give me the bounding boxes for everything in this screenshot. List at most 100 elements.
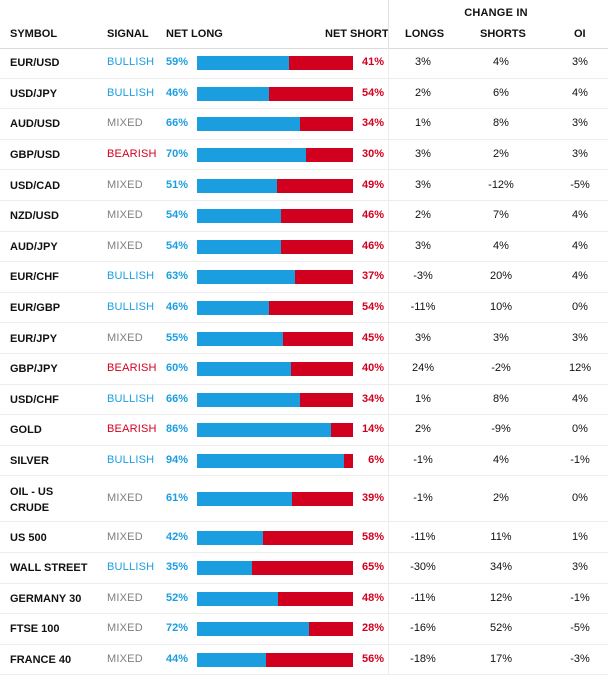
table-row[interactable]: USD/JPY BULLISH 46% 54% 2% 6% 4% (0, 78, 608, 110)
net-short-column-header[interactable]: NET SHORT (325, 28, 389, 40)
column-divider (388, 170, 389, 200)
table-row[interactable]: AUD/JPY MIXED 54% 46% 3% 4% 4% (0, 231, 608, 263)
symbol-cell[interactable]: FRANCE 40 (10, 653, 72, 666)
net-short-value: 45% (361, 331, 384, 344)
sentiment-bar (197, 423, 353, 438)
net-long-column-header[interactable]: NET LONG (166, 28, 223, 40)
longs-change-value: 2% (415, 86, 431, 99)
net-long-bar-fill (197, 392, 300, 407)
table-row[interactable]: US 500 MIXED 42% 58% -11% 11% 1% (0, 522, 608, 553)
signal-cell: BULLISH (107, 454, 155, 467)
symbol-cell[interactable]: GERMANY 30 (10, 592, 82, 605)
net-long-value: 44% (166, 652, 189, 665)
column-divider (388, 48, 389, 78)
table-row[interactable]: GERMANY 30 MIXED 52% 48% -11% 12% -1% (0, 583, 608, 615)
column-divider (388, 109, 389, 139)
table-row[interactable]: GBP/USD BEARISH 70% 30% 3% 2% 3% (0, 139, 608, 171)
symbol-cell[interactable]: USD/JPY (10, 87, 58, 100)
net-long-value: 52% (166, 591, 189, 604)
change-in-group-header: CHANGE IN (388, 0, 603, 22)
symbol-cell[interactable]: EUR/USD (10, 57, 60, 70)
symbol-cell[interactable]: EUR/GBP (10, 302, 61, 315)
signal-column-header[interactable]: SIGNAL (107, 28, 149, 40)
longs-column-header[interactable]: LONGS (405, 28, 445, 40)
table-row[interactable]: USD/CHF BULLISH 66% 34% 1% 8% 4% (0, 384, 608, 416)
sentiment-bar (197, 239, 353, 254)
shorts-change-value: 11% (490, 530, 512, 543)
symbol-line-2: CRUDE (10, 502, 50, 515)
symbol-cell[interactable]: US 500 (10, 531, 47, 544)
column-divider (388, 139, 389, 170)
table-row[interactable]: AUD/USD MIXED 66% 34% 1% 8% 3% (0, 109, 608, 140)
sentiment-bar (197, 561, 353, 576)
table-row[interactable]: FRANCE 40 MIXED 44% 56% -18% 17% -3% (0, 644, 608, 676)
table-row[interactable]: OIL - US CRUDE MIXED 61% 39% -1% 2% 0% (0, 476, 608, 523)
symbol-cell[interactable]: GOLD (10, 424, 42, 437)
table-row[interactable]: USD/CAD MIXED 51% 49% 3% -12% -5% (0, 170, 608, 201)
oi-column-header[interactable]: OI (574, 28, 586, 40)
shorts-change-value: 8% (493, 117, 509, 130)
symbol-cell[interactable]: AUD/JPY (10, 240, 58, 253)
symbol-cell[interactable]: FTSE 100 (10, 623, 60, 636)
symbol-cell[interactable]: USD/CAD (10, 179, 61, 192)
net-long-bar-fill (197, 362, 291, 377)
table-row[interactable]: WALL STREET BULLISH 35% 65% -30% 34% 3% (0, 552, 608, 584)
table-row[interactable]: EUR/JPY MIXED 55% 45% 3% 3% 3% (0, 323, 608, 354)
symbol-cell[interactable]: USD/CHF (10, 393, 59, 406)
net-long-value: 46% (166, 86, 189, 99)
signal-cell: MIXED (107, 331, 143, 344)
symbol-column-header[interactable]: SYMBOL (10, 28, 58, 40)
oi-change-value: 3% (572, 331, 588, 344)
table-row[interactable]: SILVER BULLISH 94% 6% -1% 4% -1% (0, 445, 608, 477)
table-row[interactable]: EUR/GBP BULLISH 46% 54% -11% 10% 0% (0, 292, 608, 324)
table-row[interactable]: GOLD BEARISH 86% 14% 2% -9% 0% (0, 415, 608, 446)
net-short-value: 48% (361, 591, 384, 604)
symbol-cell[interactable]: NZD/USD (10, 210, 59, 223)
symbol-cell[interactable]: SILVER (10, 455, 49, 468)
table-row[interactable]: EUR/CHF BULLISH 63% 37% -3% 20% 4% (0, 262, 608, 293)
oi-change-value: 0% (572, 301, 588, 314)
net-long-bar-fill (197, 454, 344, 469)
longs-change-value: 3% (415, 56, 431, 69)
net-long-value: 94% (166, 454, 189, 467)
column-divider (388, 614, 389, 644)
column-divider (388, 644, 389, 675)
table-row[interactable]: FTSE 100 MIXED 72% 28% -16% 52% -5% (0, 614, 608, 645)
longs-change-value: -11% (410, 530, 436, 543)
symbol-cell[interactable]: EUR/JPY (10, 332, 58, 345)
symbol-cell[interactable]: WALL STREET (10, 562, 88, 575)
net-long-value: 61% (166, 492, 189, 505)
net-long-value: 51% (166, 178, 189, 191)
longs-change-value: 2% (415, 423, 431, 436)
sentiment-bar (197, 178, 353, 193)
oi-change-value: -5% (570, 178, 590, 191)
sentiment-bar (197, 331, 353, 346)
shorts-column-header[interactable]: SHORTS (480, 28, 526, 40)
symbol-cell[interactable]: OIL - US CRUDE (10, 484, 53, 516)
net-long-bar-fill (197, 591, 279, 606)
oi-change-value: -1% (570, 454, 590, 467)
sentiment-bar (197, 652, 353, 667)
signal-cell: MIXED (107, 117, 143, 130)
net-long-value: 60% (166, 362, 189, 375)
symbol-cell[interactable]: GBP/JPY (10, 363, 58, 376)
net-short-value: 58% (361, 530, 384, 543)
symbol-cell[interactable]: GBP/USD (10, 149, 61, 162)
symbol-cell[interactable]: EUR/CHF (10, 271, 59, 284)
signal-cell: BEARISH (107, 148, 157, 161)
table-row[interactable]: NZD/USD MIXED 54% 46% 2% 7% 4% (0, 200, 608, 232)
shorts-change-value: 20% (489, 270, 513, 283)
net-short-value: 49% (361, 178, 384, 191)
table-row[interactable]: EUR/USD BULLISH 59% 41% 3% 4% 3% (0, 48, 608, 79)
sentiment-bar (197, 56, 353, 71)
net-long-bar-fill (197, 301, 269, 316)
symbol-cell[interactable]: AUD/USD (10, 118, 61, 131)
net-short-value: 56% (361, 652, 384, 665)
net-long-value: 42% (166, 530, 189, 543)
shorts-change-value: 34% (489, 561, 513, 574)
table-row[interactable]: GBP/JPY BEARISH 60% 40% 24% -2% 12% (0, 353, 608, 385)
net-short-value: 34% (361, 392, 384, 405)
net-long-value: 35% (166, 561, 189, 574)
longs-change-value: 3% (415, 148, 431, 161)
longs-change-value: 24% (411, 362, 435, 375)
